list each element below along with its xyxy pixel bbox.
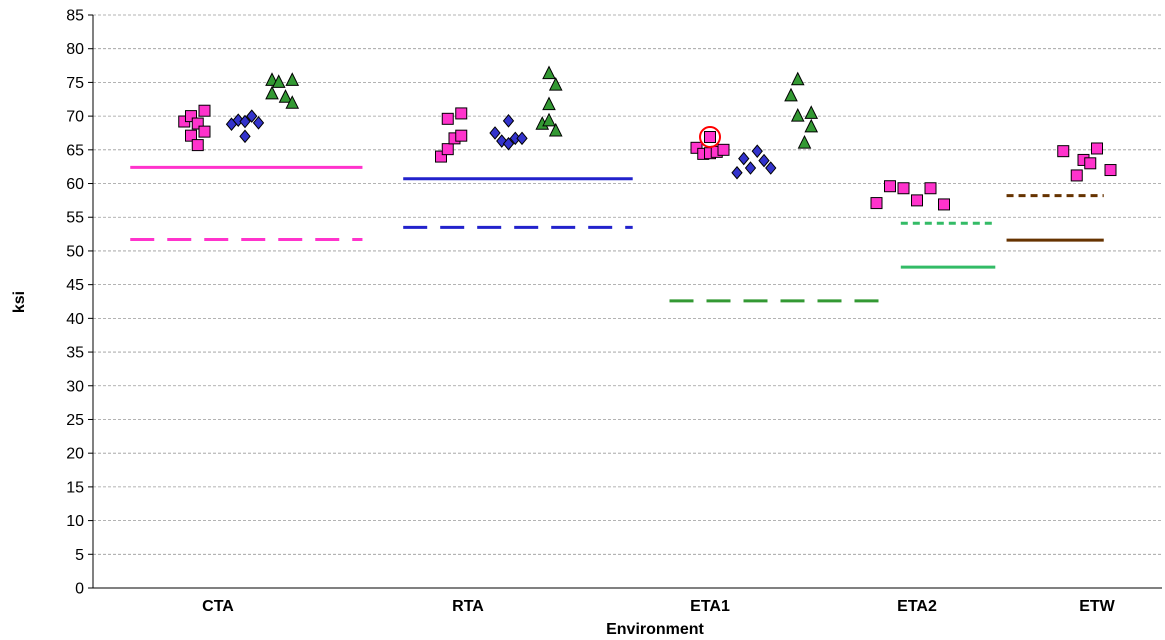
data-point-diamond	[239, 129, 251, 144]
data-point-square	[1091, 142, 1103, 155]
data-point-square	[185, 110, 197, 123]
data-point-diamond	[246, 109, 258, 123]
y-tick-label: 70	[66, 109, 84, 126]
y-tick-label: 25	[66, 412, 84, 429]
annotations	[699, 126, 721, 149]
data-point-diamond	[502, 114, 515, 128]
data-point-diamond	[502, 136, 515, 151]
data-point-square	[704, 131, 716, 144]
data-point-triangle	[271, 74, 286, 88]
gridlines	[93, 14, 1162, 555]
data-point-diamond	[744, 161, 757, 175]
data-point-diamond	[738, 151, 750, 166]
data-point-square	[870, 197, 883, 210]
data-point-square	[435, 150, 447, 163]
data-point-triangle	[542, 112, 556, 127]
data-point-triangle	[285, 95, 300, 109]
y-tick-label: 45	[66, 277, 84, 294]
data-point-triangle	[265, 85, 279, 100]
data-point-square	[198, 104, 211, 117]
data-point-diamond	[751, 144, 763, 158]
data-point-square	[198, 125, 211, 138]
y-axis-title: ksi	[11, 291, 28, 313]
data-point-triangle	[548, 76, 563, 91]
data-point-square	[455, 107, 468, 120]
data-point-square	[1057, 145, 1070, 158]
data-point-square	[924, 182, 937, 195]
y-tick-label: 15	[66, 479, 84, 496]
data-point-square	[455, 129, 468, 142]
data-point-diamond	[489, 126, 501, 140]
y-tick-label: 30	[66, 378, 84, 395]
x-category-label: ETA1	[690, 598, 730, 615]
data-point-square	[884, 180, 896, 193]
data-point-diamond	[252, 116, 265, 130]
data-point-triangle	[278, 89, 293, 103]
data-point-triangle	[784, 87, 798, 102]
x-category-label: ETW	[1079, 598, 1115, 615]
data-point-triangle	[548, 122, 563, 137]
data-point-triangle	[285, 72, 300, 86]
y-tick-label: 40	[66, 311, 84, 328]
y-axis-ticks: 0 5 10 15 20 25 30 35 40 45 50 55 60 65 70 75 80 85	[66, 8, 93, 598]
data-point-square	[938, 198, 950, 211]
data-point-square	[185, 129, 197, 142]
data-point-triangle	[804, 118, 819, 133]
data-point-square	[690, 141, 703, 154]
x-category-label: RTA	[452, 598, 484, 615]
y-tick-label: 20	[66, 446, 84, 463]
data-point-square	[441, 112, 454, 125]
data-point-diamond	[758, 153, 770, 168]
data-point-triangle	[542, 96, 556, 111]
y-tick-label: 65	[66, 142, 84, 159]
y-tick-label: 60	[66, 176, 84, 193]
x-axis-title: Environment	[606, 621, 704, 638]
x-category-label: ETA2	[897, 598, 937, 615]
highlight-circle	[699, 126, 721, 149]
data-point-square	[1070, 169, 1083, 182]
data-point-triangle	[790, 107, 805, 122]
x-axis-categories: CTA RTA ETA1 ETA2 ETW	[202, 598, 1116, 615]
y-tick-label: 55	[66, 210, 84, 227]
data-point-diamond	[516, 131, 528, 146]
x-category-label: CTA	[202, 598, 234, 615]
y-tick-label: 5	[75, 547, 84, 564]
data-point-diamond	[731, 165, 743, 180]
data-point-square	[897, 182, 910, 195]
data-point-square	[191, 117, 204, 130]
reference-lines	[130, 165, 1104, 303]
data-point-triangle	[804, 105, 819, 119]
data-points	[178, 65, 1117, 211]
data-point-square	[1084, 157, 1097, 170]
data-point-square	[717, 143, 730, 156]
data-point-triangle	[797, 134, 812, 149]
data-point-square	[911, 194, 923, 207]
y-tick-label: 50	[66, 243, 84, 260]
y-tick-label: 80	[66, 41, 84, 58]
data-point-triangle	[790, 71, 805, 86]
y-tick-label: 35	[66, 345, 84, 362]
data-point-square	[191, 139, 204, 152]
data-point-square	[1104, 164, 1117, 177]
data-point-diamond	[239, 114, 251, 129]
y-tick-label: 75	[66, 75, 84, 92]
data-point-triangle	[542, 65, 556, 80]
y-tick-label: 0	[75, 581, 84, 598]
data-point-square	[441, 143, 454, 156]
data-point-diamond	[765, 161, 777, 175]
y-tick-label: 10	[66, 513, 84, 530]
y-tick-label: 85	[66, 8, 84, 25]
